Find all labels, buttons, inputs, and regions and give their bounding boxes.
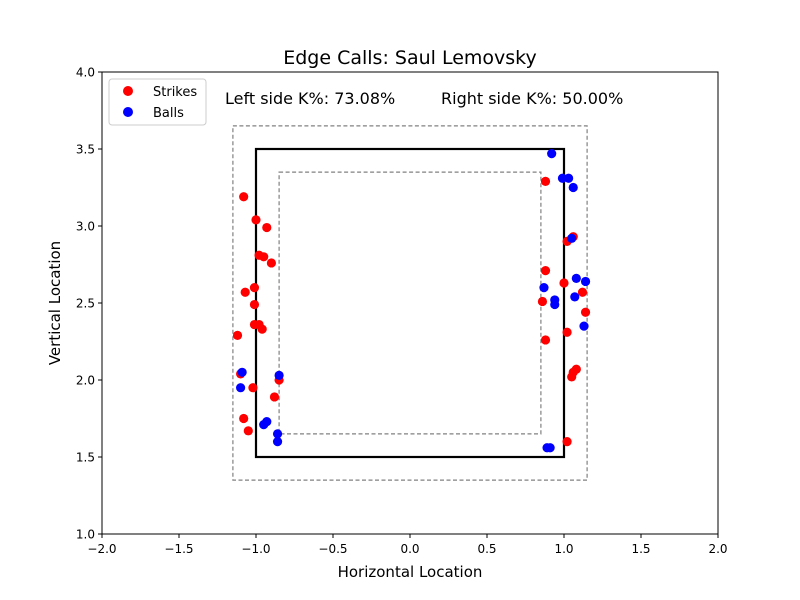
balls-point-7	[539, 283, 549, 293]
strikes-point-22	[540, 266, 551, 276]
legend-marker-balls	[123, 107, 133, 117]
strikes-point-0	[239, 192, 249, 202]
y-tick-label-1: 1.5	[76, 451, 95, 465]
legend-label-strikes: Strikes	[153, 85, 197, 100]
strikes-point-2	[262, 222, 272, 233]
chart-title: Edge Calls: Saul Lemovsky	[283, 47, 537, 69]
balls-point-11	[579, 321, 589, 331]
balls-point-8	[570, 292, 580, 302]
balls-point-10	[550, 299, 560, 310]
balls-point-4	[567, 233, 577, 243]
x-axis-title: Horizontal Location	[338, 563, 483, 581]
strikes-point-4	[259, 252, 269, 262]
balls-point-16	[259, 420, 269, 430]
balls-point-17	[272, 429, 283, 439]
strikes-point-24	[577, 287, 588, 297]
x-tick-label-6: 1.0	[554, 542, 573, 556]
y-tick-label-4: 3.0	[76, 220, 95, 234]
legend-marker-strikes	[123, 86, 133, 96]
x-tick-label-0: −2.0	[87, 542, 116, 556]
strikes-point-23	[559, 278, 569, 288]
balls-point-5	[571, 273, 581, 283]
strikes-point-16	[269, 392, 280, 402]
legend: Strikes Balls	[108, 78, 207, 126]
balls-point-2	[564, 173, 574, 183]
strikes-point-25	[537, 296, 548, 307]
strikes-point-17	[239, 413, 249, 424]
strikes-point-14	[248, 383, 258, 393]
strikes-point-32	[562, 437, 572, 447]
strikes-point-5	[266, 258, 276, 268]
balls-point-0	[547, 149, 557, 159]
balls-point-20	[545, 443, 555, 453]
y-axis-title: Vertical Location	[46, 241, 64, 365]
legend-box	[108, 78, 207, 126]
strikes-point-31	[567, 372, 577, 382]
strikes-point-28	[540, 335, 551, 345]
y-tick-label-0: 1.0	[76, 528, 95, 542]
legend-label-balls: Balls	[153, 106, 184, 121]
x-tick-label-3: −0.5	[318, 542, 347, 556]
balls-point-13	[274, 370, 284, 380]
x-tick-label-8: 2.0	[708, 542, 727, 556]
strikes-point-7	[249, 283, 260, 293]
balls-point-6	[580, 276, 591, 287]
x-tick-label-5: 0.5	[477, 542, 496, 556]
strikes-point-6	[240, 287, 250, 297]
strikes-point-11	[257, 324, 267, 334]
x-axis-ticks: −2.0 −1.5 −1.0 −0.5 0.0 0.5 1.0 1.5 2.0	[87, 534, 728, 556]
balls-point-12	[237, 367, 247, 377]
strikes-point-19	[540, 176, 551, 186]
x-tick-label-2: −1.0	[241, 542, 270, 556]
x-tick-label-7: 1.5	[631, 542, 650, 556]
strikes-point-8	[249, 299, 260, 310]
outer-edge-zone	[232, 125, 588, 481]
y-tick-label-3: 2.5	[76, 297, 95, 311]
balls-point-14	[236, 383, 246, 393]
strikes-point-12	[232, 330, 243, 340]
y-tick-label-5: 3.5	[76, 143, 95, 157]
x-tick-label-1: −1.5	[164, 542, 193, 556]
y-tick-label-6: 4.0	[76, 66, 95, 80]
points-layer	[232, 149, 591, 453]
left-k-annotation: Left side K%: 73.08%	[225, 89, 395, 108]
strikes-point-26	[580, 307, 591, 317]
balls-point-3	[568, 182, 578, 193]
balls-point-18	[272, 437, 283, 447]
strikes-point-18	[243, 426, 253, 436]
strikes-point-1	[251, 215, 261, 225]
y-axis-ticks: 1.0 1.5 2.0 2.5 3.0 3.5 4.0	[76, 66, 102, 542]
x-tick-label-4: 0.0	[400, 542, 419, 556]
strikes-point-27	[562, 327, 572, 337]
right-k-annotation: Right side K%: 50.00%	[441, 89, 623, 108]
y-tick-label-2: 2.0	[76, 374, 95, 388]
